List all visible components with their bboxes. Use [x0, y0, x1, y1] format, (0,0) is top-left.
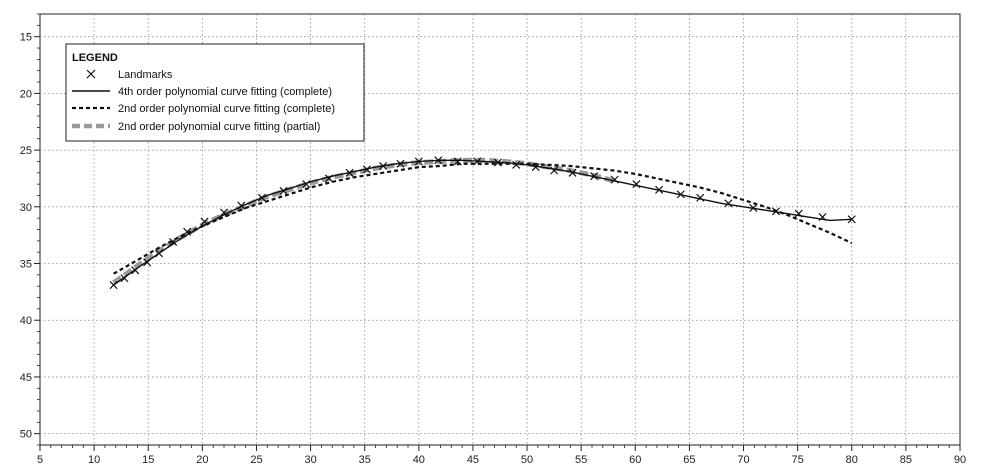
legend-landmark-marker — [86, 69, 96, 79]
x-tick-label: 80 — [846, 454, 858, 466]
landmark-point — [200, 217, 209, 226]
landmark-point — [794, 209, 803, 218]
landmark-point — [531, 163, 540, 172]
landmark-point — [302, 180, 311, 189]
landmark-point — [414, 157, 423, 166]
landmark-point — [749, 203, 758, 212]
legend-entry-2nd-order-partial: 2nd order polynomial curve fitting (part… — [72, 121, 320, 133]
legend-label-landmarks: Landmarks — [118, 69, 173, 81]
landmark-point — [453, 157, 462, 166]
x-tick-label: 10 — [88, 454, 100, 466]
landmark-point — [169, 237, 178, 247]
landmark-point — [143, 258, 152, 267]
x-tick-label: 75 — [792, 454, 804, 466]
landmark-point — [473, 157, 482, 166]
legend-title: LEGEND — [72, 52, 118, 64]
landmark-point — [493, 158, 502, 167]
x-tick-label: 60 — [629, 454, 641, 466]
y-tick-label: 35 — [20, 259, 32, 271]
landmark-point — [568, 168, 577, 177]
y-tick-label: 30 — [20, 202, 32, 214]
landmark-point — [550, 166, 559, 175]
landmark-point — [345, 168, 354, 177]
series-2nd-order-complete — [113, 162, 853, 275]
x-tick-label: 20 — [196, 454, 208, 466]
landmark-point — [109, 281, 118, 290]
landmark-point — [219, 208, 229, 217]
y-tick-label: 45 — [20, 372, 32, 384]
landmark-point — [632, 180, 641, 189]
landmark-point — [362, 165, 371, 174]
x-tick-label: 35 — [359, 454, 371, 466]
legend-label-2nd-order-complete: 2nd order polynomial curve fitting (comp… — [118, 103, 335, 115]
y-tick-label: 20 — [20, 88, 32, 100]
legend-entry-2nd-order-complete: 2nd order polynomial curve fitting (comp… — [72, 103, 335, 115]
landmark-point — [183, 227, 192, 236]
landmark-point — [434, 156, 443, 165]
x-tick-label: 15 — [142, 454, 154, 466]
x-tick-label: 5 — [37, 454, 43, 466]
landmark-point — [696, 193, 705, 202]
legend: LEGEND Landmarks 4th order polynomial cu… — [65, 43, 365, 142]
landmark-point — [818, 212, 827, 222]
landmark-point — [257, 193, 266, 202]
landmark-point — [610, 175, 619, 184]
landmark-point — [847, 215, 856, 224]
y-tick-label: 25 — [20, 145, 32, 157]
legend-entry-4th-order: 4th order polynomial curve fitting (comp… — [72, 86, 332, 98]
landmark-markers — [109, 156, 856, 290]
landmark-point — [155, 249, 164, 258]
landmark-point — [279, 186, 288, 195]
y-tick-label: 50 — [20, 429, 32, 441]
landmark-point — [724, 199, 733, 208]
x-tick-label: 45 — [467, 454, 479, 466]
landmark-point — [237, 201, 246, 210]
landmark-point — [676, 190, 685, 199]
landmark-point — [655, 185, 664, 194]
landmark-point — [379, 161, 388, 171]
y-tick-label: 15 — [20, 32, 32, 44]
landmark-point — [771, 207, 781, 216]
x-tick-label: 40 — [413, 454, 425, 466]
landmark-point — [590, 172, 599, 181]
landmark-point — [396, 159, 405, 168]
x-tick-label: 70 — [737, 454, 749, 466]
x-tick-label: 55 — [575, 454, 587, 466]
series-2nd-order-partial — [112, 157, 615, 285]
x-tick-label: 25 — [250, 454, 262, 466]
landmark-point — [324, 174, 334, 183]
landmark-point — [120, 274, 129, 283]
legend-label-4th-order: 4th order polynomial curve fitting (comp… — [118, 86, 332, 98]
legend-entry-landmarks: Landmarks — [86, 69, 173, 81]
axes: 5 10 15 20 25 30 35 40 45 50 55 60 65 70 75 80 85 90 15 20 2… — [20, 13, 966, 466]
x-tick-label: 85 — [900, 454, 912, 466]
x-tick-label: 50 — [521, 454, 533, 466]
x-tick-label: 90 — [954, 454, 966, 466]
x-tick-label: 65 — [683, 454, 695, 466]
x-tick-label: 30 — [304, 454, 316, 466]
legend-box — [65, 43, 365, 142]
landmark-point — [512, 160, 521, 169]
legend-label-2nd-order-partial: 2nd order polynomial curve fitting (part… — [118, 121, 320, 133]
y-tick-label: 40 — [20, 315, 32, 327]
landmark-point — [131, 266, 140, 275]
